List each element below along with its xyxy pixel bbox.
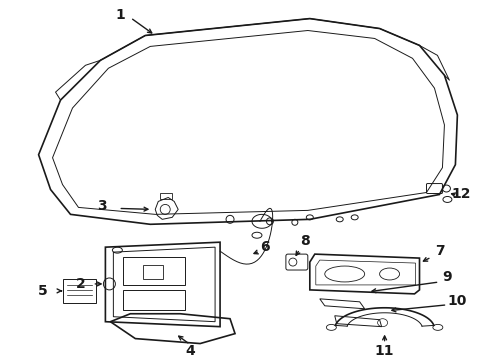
Bar <box>123 290 185 310</box>
Text: 12: 12 <box>452 188 471 202</box>
Text: 9: 9 <box>442 270 452 284</box>
Bar <box>143 265 163 279</box>
Text: 6: 6 <box>260 240 270 254</box>
Text: 5: 5 <box>38 284 48 298</box>
Text: 11: 11 <box>375 343 394 357</box>
Text: 3: 3 <box>98 199 107 213</box>
Text: 8: 8 <box>300 234 310 248</box>
Text: 1: 1 <box>116 8 125 22</box>
Text: 2: 2 <box>75 277 85 291</box>
Text: 10: 10 <box>448 294 467 308</box>
Bar <box>63 279 97 303</box>
Bar <box>123 257 185 285</box>
Text: 7: 7 <box>435 244 444 258</box>
Bar <box>160 193 172 199</box>
Text: 4: 4 <box>185 343 195 357</box>
